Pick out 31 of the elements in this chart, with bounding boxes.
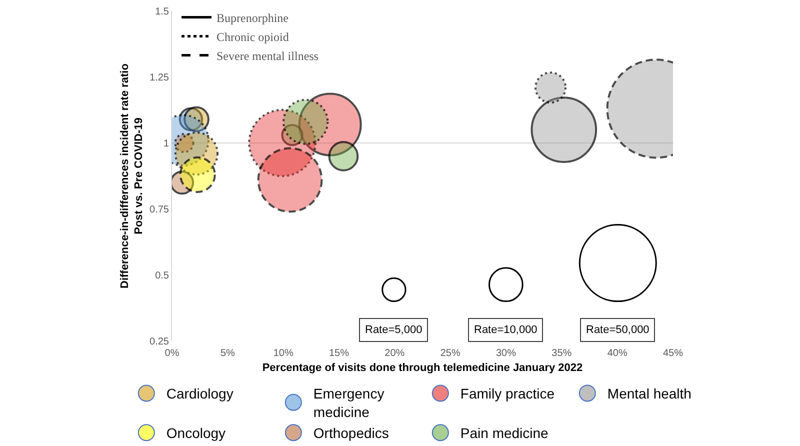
x-tick-label: 20%: [384, 348, 405, 359]
x-tick-label: 10%: [273, 348, 294, 359]
y-tick-label: 0.5: [155, 270, 170, 282]
legend-label: Mental health: [607, 386, 692, 402]
legend-label: Chronic opioid: [216, 30, 289, 44]
x-tick-label: 30%: [496, 348, 516, 359]
legend-label: Rate=50,000: [586, 324, 650, 336]
y-tick-label: 0.75: [150, 204, 170, 216]
y-axis-title: Difference-in-differences incident rate ratio Post vs. Pre COVID-19: [118, 63, 146, 288]
y-tick-label: 0.25: [150, 336, 170, 348]
legend-label: Oncology: [166, 425, 226, 442]
y-tick-label: 1.25: [150, 72, 170, 84]
y-tick-label: 1.5: [155, 6, 170, 18]
x-tick-label: 25%: [440, 348, 460, 359]
x-tick-label: 45%: [662, 348, 684, 359]
legend-label: Emergency medicine: [313, 386, 384, 420]
x-tick-label: 40%: [607, 348, 628, 359]
legend-label: Rate=5,000: [365, 324, 422, 336]
legend-label: Cardiology: [166, 386, 234, 402]
y-tick-label: 1: [163, 138, 170, 150]
x-tick-label: 0%: [164, 348, 180, 359]
legend-label: Orthopedics: [313, 425, 389, 442]
x-tick-label: 15%: [328, 348, 350, 359]
x-tick-label: 5%: [220, 348, 236, 359]
legend-label: Pain medicine: [460, 425, 549, 442]
legend-label: Severe mental illness: [216, 48, 319, 63]
legend-label: Family practice: [460, 386, 555, 402]
legend-label: Rate=10,000: [474, 324, 538, 336]
legend-label: Buprenorphine: [216, 10, 288, 25]
x-tick-label: 35%: [552, 348, 572, 359]
x-axis-title: Percentage of visits done through telemedicine January 2022: [262, 362, 583, 374]
